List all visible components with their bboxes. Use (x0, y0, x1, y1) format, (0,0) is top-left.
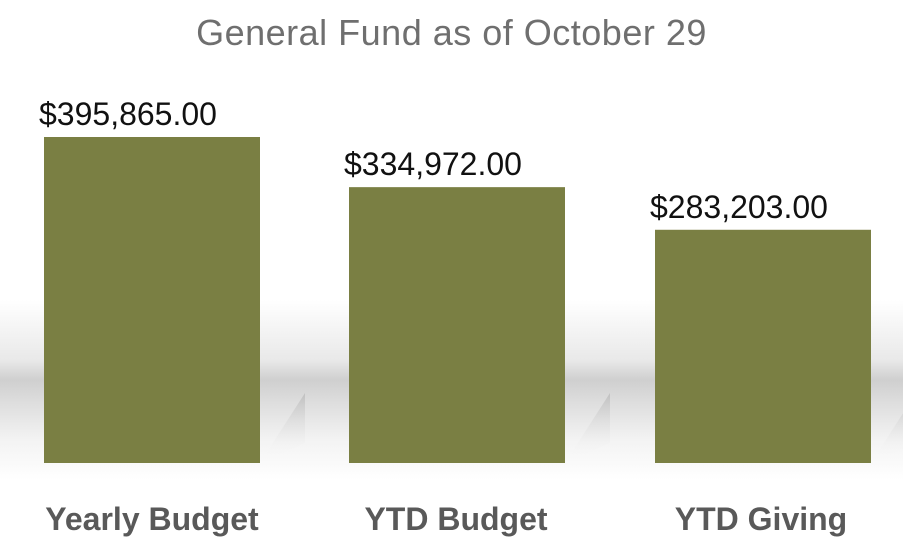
bar (44, 137, 260, 463)
data-label: $283,203.00 (650, 189, 828, 225)
category-label: YTD Budget (364, 501, 547, 537)
bar (655, 229, 871, 463)
chart-title: General Fund as of October 29 (196, 12, 707, 53)
bar-shadow (871, 413, 903, 463)
data-label: $334,972.00 (344, 146, 522, 182)
bar (349, 187, 565, 463)
bar-shadow (565, 393, 610, 463)
bar-shadows (260, 393, 903, 463)
data-label: $395,865.00 (39, 96, 217, 132)
bars-group (44, 137, 871, 463)
bar-shadow (260, 393, 305, 463)
value-labels-group: $395,865.00 $334,972.00 $283,203.00 (39, 96, 828, 225)
category-labels-group: Yearly Budget YTD Budget YTD Giving (45, 501, 847, 537)
category-label: Yearly Budget (45, 501, 259, 537)
category-label: YTD Giving (675, 501, 847, 537)
